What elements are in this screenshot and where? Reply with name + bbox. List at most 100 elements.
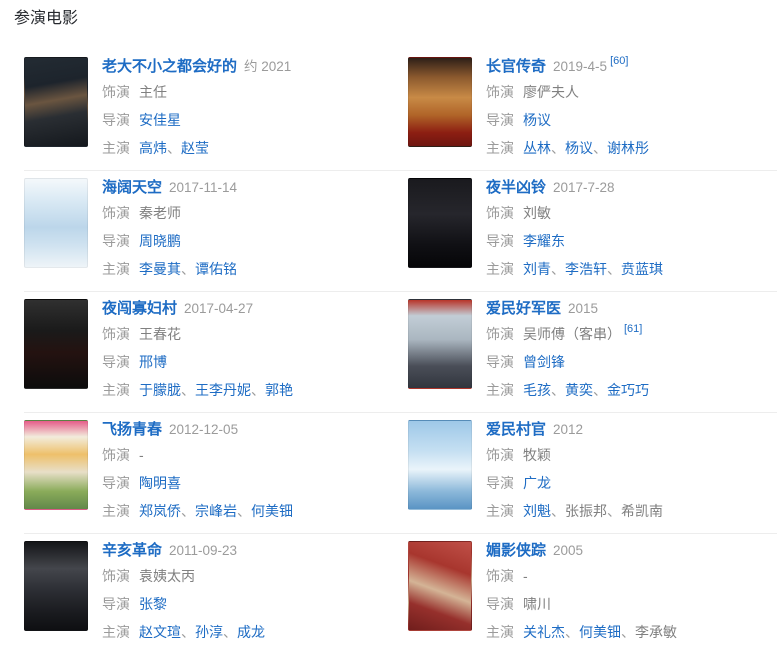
person-link[interactable]: 赵文瑄 <box>139 624 181 640</box>
movie-title-link[interactable]: 海阔天空 <box>102 179 163 196</box>
movie-release-date: 2017-04-27 <box>184 301 254 316</box>
person-link[interactable]: 金巧巧 <box>607 382 649 398</box>
person-link[interactable]: 杨议 <box>523 112 551 128</box>
movie-title-link[interactable]: 夜半凶铃 <box>486 179 547 196</box>
person-link[interactable]: 李耀东 <box>523 233 565 249</box>
movie-poster[interactable] <box>408 299 472 389</box>
person-link[interactable]: 曾剑锋 <box>523 354 565 370</box>
name-separator: 、 <box>167 140 181 156</box>
person-link[interactable]: 何美钿 <box>251 503 293 519</box>
movie-poster[interactable] <box>24 178 88 268</box>
person-link[interactable]: 广龙 <box>523 475 551 491</box>
movie-info: 长官传奇 2019-4-5 [60] 饰演 廖俨夫人 导演 杨议 主演 丛林、杨议、谢林彤 <box>486 55 649 162</box>
citation-link[interactable]: [61] <box>624 323 643 335</box>
movie-title-link[interactable]: 爱民好军医 <box>486 300 562 317</box>
role-label: 饰演 <box>102 205 130 221</box>
movie-item: 长官传奇 2019-4-5 [60] 饰演 廖俨夫人 导演 杨议 主演 丛林、杨议、谢林彤 <box>408 55 776 162</box>
movie-poster[interactable] <box>408 178 472 268</box>
role-label: 饰演 <box>486 205 514 221</box>
person-link[interactable]: 周晓鹏 <box>139 233 181 249</box>
director-line: 导演 杨议 <box>486 106 649 134</box>
movie-poster[interactable] <box>408 57 472 147</box>
movie-release-date: 2012-12-05 <box>169 422 239 437</box>
movie-item: 老大不小之都会好的约 2021 饰演 主任 导演 安佳星 主演 高炜、赵莹 <box>24 57 392 162</box>
person-link[interactable]: 陶明喜 <box>139 475 181 491</box>
movie-title-link[interactable]: 辛亥革命 <box>102 542 163 559</box>
person-link[interactable]: 宗峰岩 <box>195 503 237 519</box>
person-link[interactable]: 毛孩 <box>523 382 551 398</box>
person-link[interactable]: 刘魁 <box>523 503 551 519</box>
person-link[interactable]: 谢林彤 <box>607 140 649 156</box>
person-link[interactable]: 黄奕 <box>565 382 593 398</box>
starring-label: 主演 <box>486 624 514 640</box>
movie-poster[interactable] <box>24 299 88 389</box>
movie-title-link[interactable]: 夜闯寡妇村 <box>102 300 178 317</box>
person-link[interactable]: 贲蓝琪 <box>621 261 663 277</box>
role-label: 饰演 <box>486 568 514 584</box>
person-link[interactable]: 邢博 <box>139 354 167 370</box>
movie-info: 辛亥革命 2011-09-23 饰演 袁姨太丙 导演 张黎 主演 赵文瑄、孙淳、成龙 <box>102 541 265 646</box>
name-separator: 、 <box>607 261 621 277</box>
movie-info: 爱民好军医 2015 饰演 吴师傅（客串） [61] 导演 曾剑锋 主演 毛孩、黄奕、金巧巧 <box>486 299 649 404</box>
person-link[interactable]: 丛林 <box>523 140 551 156</box>
person-link[interactable]: 成龙 <box>237 624 265 640</box>
person-link[interactable]: 于朦胧 <box>139 382 181 398</box>
movie-title-link[interactable]: 长官传奇 <box>486 58 547 75</box>
director-line: 导演 广龙 <box>486 469 663 497</box>
person-link[interactable]: 李浩轩 <box>565 261 607 277</box>
person-link[interactable]: 杨议 <box>565 140 593 156</box>
movie-title-link[interactable]: 飞扬青春 <box>102 421 163 438</box>
name-separator: 、 <box>551 382 565 398</box>
director-line: 导演 安佳星 <box>102 106 291 134</box>
name-separator: 、 <box>181 261 195 277</box>
movie-item: 飞扬青春 2012-12-05 饰演 - 导演 陶明喜 主演 郑岚侨、宗峰岩、何美钿 <box>24 420 392 525</box>
starring-line: 主演 赵文瑄、孙淳、成龙 <box>102 618 265 646</box>
person-link[interactable]: 谭佑铭 <box>195 261 237 277</box>
starring-label: 主演 <box>102 382 130 398</box>
citation-link[interactable]: [60] <box>610 55 629 67</box>
role-line: 饰演 吴师傅（客串） [61] <box>486 320 649 348</box>
person-link[interactable]: 赵莹 <box>181 140 209 156</box>
person-link[interactable]: 关礼杰 <box>523 624 565 640</box>
movie-poster[interactable] <box>24 57 88 147</box>
movie-title-link[interactable]: 爱民村官 <box>486 421 547 438</box>
role-line: 饰演 牧颖 <box>486 441 663 469</box>
director-line: 导演 张黎 <box>102 590 265 618</box>
person-link[interactable]: 安佳星 <box>139 112 181 128</box>
person-link[interactable]: 何美钿 <box>579 624 621 640</box>
person-link[interactable]: 孙淳 <box>195 624 223 640</box>
role-name: 主任 <box>139 84 167 100</box>
name-separator: 、 <box>181 503 195 519</box>
name-separator: 、 <box>551 140 565 156</box>
director-label: 导演 <box>486 475 514 491</box>
movie-title-line: 海阔天空 2017-11-14 <box>102 178 237 197</box>
movie-info: 媚影侠踪 2005 饰演 - 导演 啸川 主演 关礼杰、何美钿、李承敏 <box>486 541 677 646</box>
movie-info: 海阔天空 2017-11-14 饰演 秦老师 导演 周晓鹏 主演 李曼萁、谭佑铭 <box>102 178 237 283</box>
movie-title-link[interactable]: 老大不小之都会好的 <box>102 58 238 75</box>
role-label: 饰演 <box>102 326 130 342</box>
person-link[interactable]: 高炜 <box>139 140 167 156</box>
person-link[interactable]: 张黎 <box>139 596 167 612</box>
person-link[interactable]: 郑岚侨 <box>139 503 181 519</box>
movie-poster[interactable] <box>24 420 88 510</box>
person-link[interactable]: 王李丹妮 <box>195 382 251 398</box>
movie-poster[interactable] <box>408 541 472 631</box>
person-link[interactable]: 李曼萁 <box>139 261 181 277</box>
name-separator: 、 <box>621 624 635 640</box>
movie-release-date: 2017-7-28 <box>553 180 615 195</box>
starring-label: 主演 <box>102 140 130 156</box>
movie-poster[interactable] <box>408 420 472 510</box>
director-line: 导演 啸川 <box>486 590 677 618</box>
movie-title-link[interactable]: 媚影侠踪 <box>486 542 547 559</box>
movie-poster[interactable] <box>24 541 88 631</box>
name-separator: 、 <box>551 261 565 277</box>
person-link[interactable]: 郭艳 <box>265 382 293 398</box>
starring-line: 主演 关礼杰、何美钿、李承敏 <box>486 618 677 646</box>
director-label: 导演 <box>486 112 514 128</box>
movie-release-date: 2011-09-23 <box>169 543 238 558</box>
person-link[interactable]: 刘青 <box>523 261 551 277</box>
starring-line: 主演 郑岚侨、宗峰岩、何美钿 <box>102 497 293 525</box>
name-separator: 、 <box>251 382 265 398</box>
section-title: 参演电影 <box>14 10 79 27</box>
movie-release-date: 2019-4-5 <box>553 59 608 74</box>
